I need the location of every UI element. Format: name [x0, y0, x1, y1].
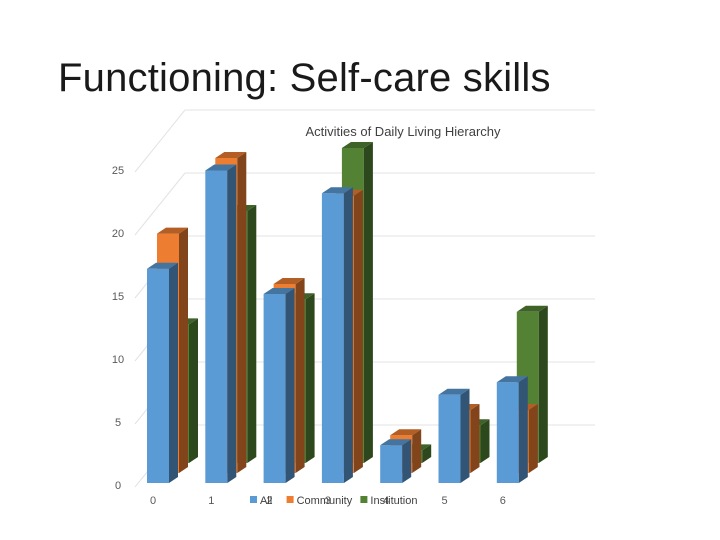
bar-front: [321, 193, 344, 483]
bar-all-6: [496, 376, 528, 483]
bar-side: [353, 189, 363, 474]
y-tick-label: 0: [115, 480, 121, 492]
y-tick-label: 10: [112, 354, 124, 366]
bar-front: [380, 445, 403, 483]
bar-side: [412, 429, 422, 473]
bar-side: [538, 305, 548, 463]
x-tick-label: 6: [500, 495, 506, 507]
bar-side: [295, 278, 305, 473]
y-tick-label: 25: [112, 165, 124, 177]
bar-top: [263, 288, 295, 294]
legend-label: All: [260, 495, 272, 507]
bar-all-3: [321, 187, 353, 483]
bar-side: [247, 205, 257, 463]
x-tick-label: 0: [150, 495, 156, 507]
gridline-side: [134, 109, 186, 173]
bar-side: [237, 152, 247, 473]
x-tick-label: 2: [267, 495, 273, 507]
bar-side: [343, 187, 353, 483]
gridline-side: [134, 172, 186, 236]
bar-side: [422, 444, 432, 463]
chart-legend: All Community Institution: [250, 495, 417, 507]
y-tick-label: 20: [112, 228, 124, 240]
bar-top: [205, 164, 237, 171]
bar-side: [460, 388, 470, 483]
bar-all-2: [263, 288, 295, 483]
bar-side: [169, 262, 178, 483]
bar-top: [438, 388, 470, 395]
chart-bars: [147, 142, 548, 483]
bar-side: [285, 288, 295, 483]
bar-top: [147, 262, 178, 269]
bar-all-5: [438, 388, 470, 483]
bar-side: [189, 318, 198, 463]
x-tick-label: 3: [325, 495, 331, 507]
bar-top: [273, 278, 305, 284]
bar-top: [390, 429, 422, 436]
y-tick-label: 5: [115, 417, 121, 429]
bar-side: [305, 293, 315, 463]
bar-front: [438, 394, 461, 483]
bar-side: [528, 404, 538, 473]
bar-front: [205, 170, 228, 483]
bar-all-4: [380, 439, 412, 483]
legend-label: Community: [297, 495, 353, 507]
bar-side: [227, 164, 237, 483]
legend-swatch: [286, 496, 294, 503]
x-tick-label: 4: [383, 495, 389, 507]
bar-top: [157, 227, 188, 234]
bar-top: [496, 376, 528, 383]
bar-side: [363, 142, 373, 463]
chart-axes: 0 5 10 15 20 25 0 1 2 3 4 5 6: [112, 165, 506, 507]
x-tick-label: 5: [441, 495, 447, 507]
slide-title: Functioning: Self-care skills: [58, 56, 551, 100]
bar-top: [321, 187, 353, 194]
legend-swatch: [360, 496, 368, 503]
legend-item-community: Community: [286, 495, 353, 507]
legend-item-all: All: [250, 495, 272, 507]
bar-side: [179, 227, 188, 473]
bar-side: [518, 376, 528, 483]
bar-side: [402, 439, 412, 483]
bar-front: [496, 382, 519, 483]
bar-top: [215, 152, 247, 158]
bar-side: [480, 419, 490, 463]
chart-title: Activities of Daily Living Hierarchy: [305, 124, 501, 139]
legend-swatch: [250, 496, 257, 503]
bar-front: [263, 294, 286, 483]
x-tick-label: 1: [208, 495, 214, 507]
bar-side: [470, 404, 480, 473]
bar-front: [147, 268, 169, 483]
legend-item-institution: Institution: [360, 495, 417, 507]
bar-top: [516, 305, 548, 312]
bar-all-0: [147, 262, 178, 483]
bar-all-1: [205, 164, 237, 483]
bar-top: [380, 439, 412, 446]
bar-top: [341, 142, 373, 148]
y-tick-label: 15: [112, 291, 124, 303]
legend-label: Institution: [370, 495, 417, 507]
